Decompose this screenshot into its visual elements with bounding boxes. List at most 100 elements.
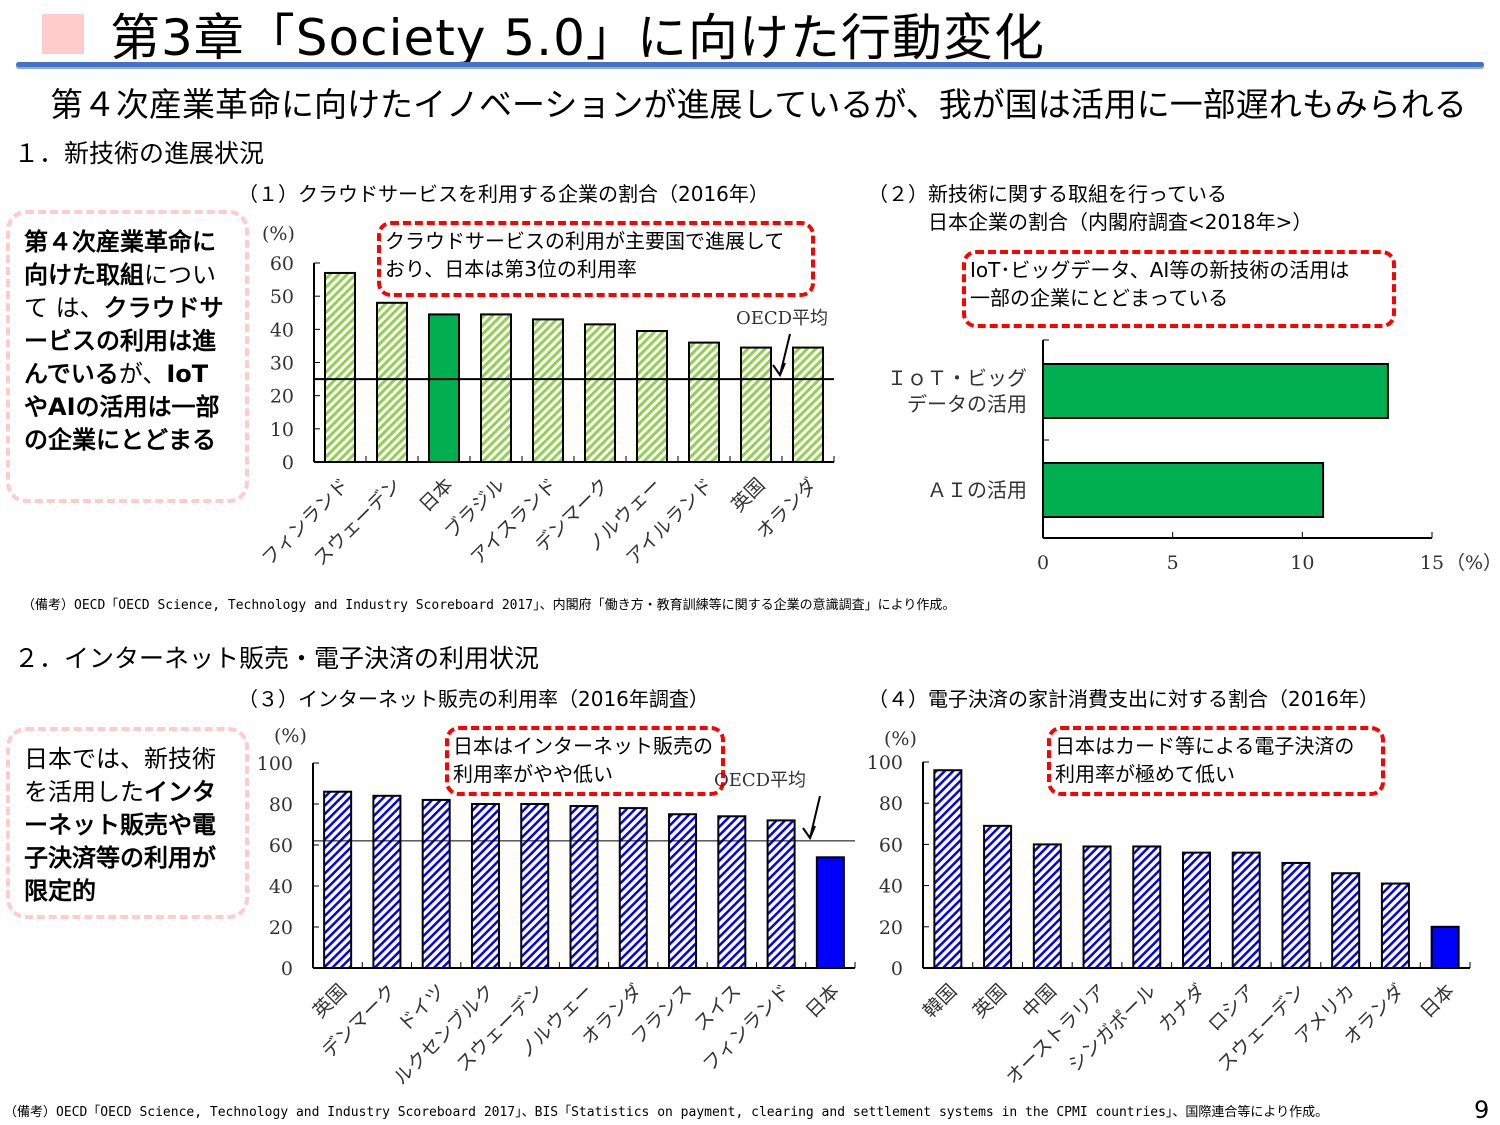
y-tick-label: 60 <box>270 253 294 275</box>
category-label: 日本 <box>415 474 457 516</box>
category-label: 英国 <box>309 980 351 1022</box>
chart4-callout: 日本はカード等による電子決済の 利用率が極めて低い <box>1047 726 1385 796</box>
bar <box>688 341 720 464</box>
y-tick-label: 40 <box>269 876 293 898</box>
bar <box>1231 851 1261 970</box>
bar <box>740 346 772 464</box>
bar <box>636 329 668 463</box>
bar <box>618 807 648 969</box>
callout-line: おり、日本は第3位の利用率 <box>385 257 637 281</box>
x-unit-label: （%） <box>1446 552 1500 574</box>
summary-box-2: 日本では、新技術を活用したインターネット販売や電子決済等の利用が限定的 <box>6 727 249 919</box>
bar <box>584 323 616 463</box>
arrow-head-icon <box>772 362 786 378</box>
y-tick-label: 100 <box>867 752 903 774</box>
summary-text: IoTやAIの活用は一部の企業にとどまる <box>24 360 220 454</box>
y-tick-label: 60 <box>269 835 293 857</box>
callout-line: 利用率がやや低い <box>453 762 613 786</box>
category-label: カナダ <box>1154 980 1210 1036</box>
x-tick-label: 10 <box>1290 552 1314 574</box>
chart3-callout: 日本はインターネット販売の 利用率がやや低い <box>445 726 725 796</box>
summary-box-1: 第４次産業革命に向けた取組について は、クラウドサービスの利用は進んでいるが、I… <box>6 210 249 503</box>
x-tick-label: 0 <box>1037 552 1049 574</box>
category-label: ＩｏＴ・ビッグ <box>887 366 1027 390</box>
callout-line: 一部の企業にとどまっている <box>970 286 1229 310</box>
bar <box>1042 363 1389 419</box>
bar <box>421 798 451 970</box>
oecd-average-label: OECD平均 <box>714 770 806 791</box>
bar <box>324 271 356 464</box>
y-unit-label: (%) <box>262 223 295 245</box>
chart2-title-line1: （２）新技術に関する取組を行っている <box>868 182 1227 206</box>
y-tick-label: 40 <box>270 319 294 341</box>
callout-line: 利用率が極めて低い <box>1055 762 1235 786</box>
arrow-icon <box>809 795 821 839</box>
category-label: シンガポール <box>1064 980 1160 1076</box>
bar <box>1132 845 1162 970</box>
source-note-1: （備考）OECD「OECD Science, Technology and In… <box>22 598 956 613</box>
chart2-title-line2: 日本企業の割合（内閣府調査<2018年>） <box>928 210 1313 234</box>
category-label: フィンランド <box>699 980 795 1076</box>
category-label: 英国 <box>727 474 769 516</box>
bar <box>717 815 747 969</box>
summary-text: について は、 <box>24 261 216 322</box>
bar <box>792 346 824 464</box>
bar <box>376 301 408 463</box>
bar <box>520 803 550 969</box>
x-tick-label: 15 <box>1420 552 1444 574</box>
bar <box>569 805 599 969</box>
bar-highlight <box>815 856 845 969</box>
y-tick-label: 10 <box>270 419 294 441</box>
category-label: ＡＩの活用 <box>927 478 1027 502</box>
bar <box>532 318 564 463</box>
category-label: 日本 <box>1416 980 1458 1022</box>
page-title: 第3章「Society 5.0」に向けた行動変化 <box>110 9 1045 67</box>
bar <box>1182 851 1211 970</box>
bar <box>766 819 796 970</box>
chart3-title: （３）インターネット販売の利用率（2016年調査） <box>238 687 709 711</box>
bar <box>480 313 512 463</box>
summary-text: 日本では、新技術を活用した <box>24 745 216 806</box>
bar <box>1032 843 1062 970</box>
arrow-head-icon <box>802 825 816 841</box>
y-tick-label: 20 <box>270 386 294 408</box>
title-square-icon <box>42 14 84 54</box>
chart2-callout: IoT･ビッグデータ、AI等の新技術の活用は 一部の企業にとどまっている <box>962 250 1396 328</box>
category-label: 中国 <box>1018 980 1060 1022</box>
y-tick-label: 40 <box>879 876 903 898</box>
bar <box>933 769 963 969</box>
bar <box>372 794 402 969</box>
y-tick-label: 80 <box>269 794 293 816</box>
section2-heading: ２．インターネット販売・電子決済の利用状況 <box>14 644 540 673</box>
title-divider <box>16 62 1484 67</box>
bar <box>1331 872 1361 969</box>
y-tick-label: 30 <box>270 353 294 375</box>
y-tick-label: 0 <box>282 452 294 474</box>
y-tick-label: 60 <box>879 834 903 856</box>
bar <box>1380 882 1410 969</box>
source-note-2: （備考）OECD「OECD Science, Technology and In… <box>4 1105 1329 1120</box>
callout-line: 日本はインターネット販売の <box>453 734 713 758</box>
bar <box>1281 861 1311 969</box>
y-tick-label: 20 <box>879 917 903 939</box>
bar-highlight <box>1430 925 1460 969</box>
x-tick-label: 5 <box>1167 552 1179 574</box>
y-tick-label: 80 <box>879 793 903 815</box>
category-label: 韓国 <box>919 980 961 1022</box>
bar <box>983 824 1013 969</box>
page-subtitle: 第４次産業革命に向けたイノベーションが進展しているが、我が国は活用に一部遅れもみ… <box>50 85 1467 124</box>
category-label: 英国 <box>969 980 1011 1022</box>
summary-text: インターネット販売や電子決済等の利用が限定的 <box>24 778 216 905</box>
page-number: 9 <box>1474 1096 1490 1124</box>
bar <box>1082 845 1112 970</box>
oecd-average-label: OECD平均 <box>736 308 828 329</box>
bar-highlight <box>428 313 460 463</box>
y-tick-label: 0 <box>281 958 293 980</box>
callout-line: 日本はカード等による電子決済の <box>1055 734 1355 758</box>
bar <box>323 790 353 970</box>
y-tick-label: 50 <box>270 286 294 308</box>
bar <box>470 803 500 969</box>
summary-text: 第４次産業革命に向けた取組 <box>24 228 216 289</box>
callout-line: IoT･ビッグデータ、AI等の新技術の活用は <box>970 258 1350 282</box>
